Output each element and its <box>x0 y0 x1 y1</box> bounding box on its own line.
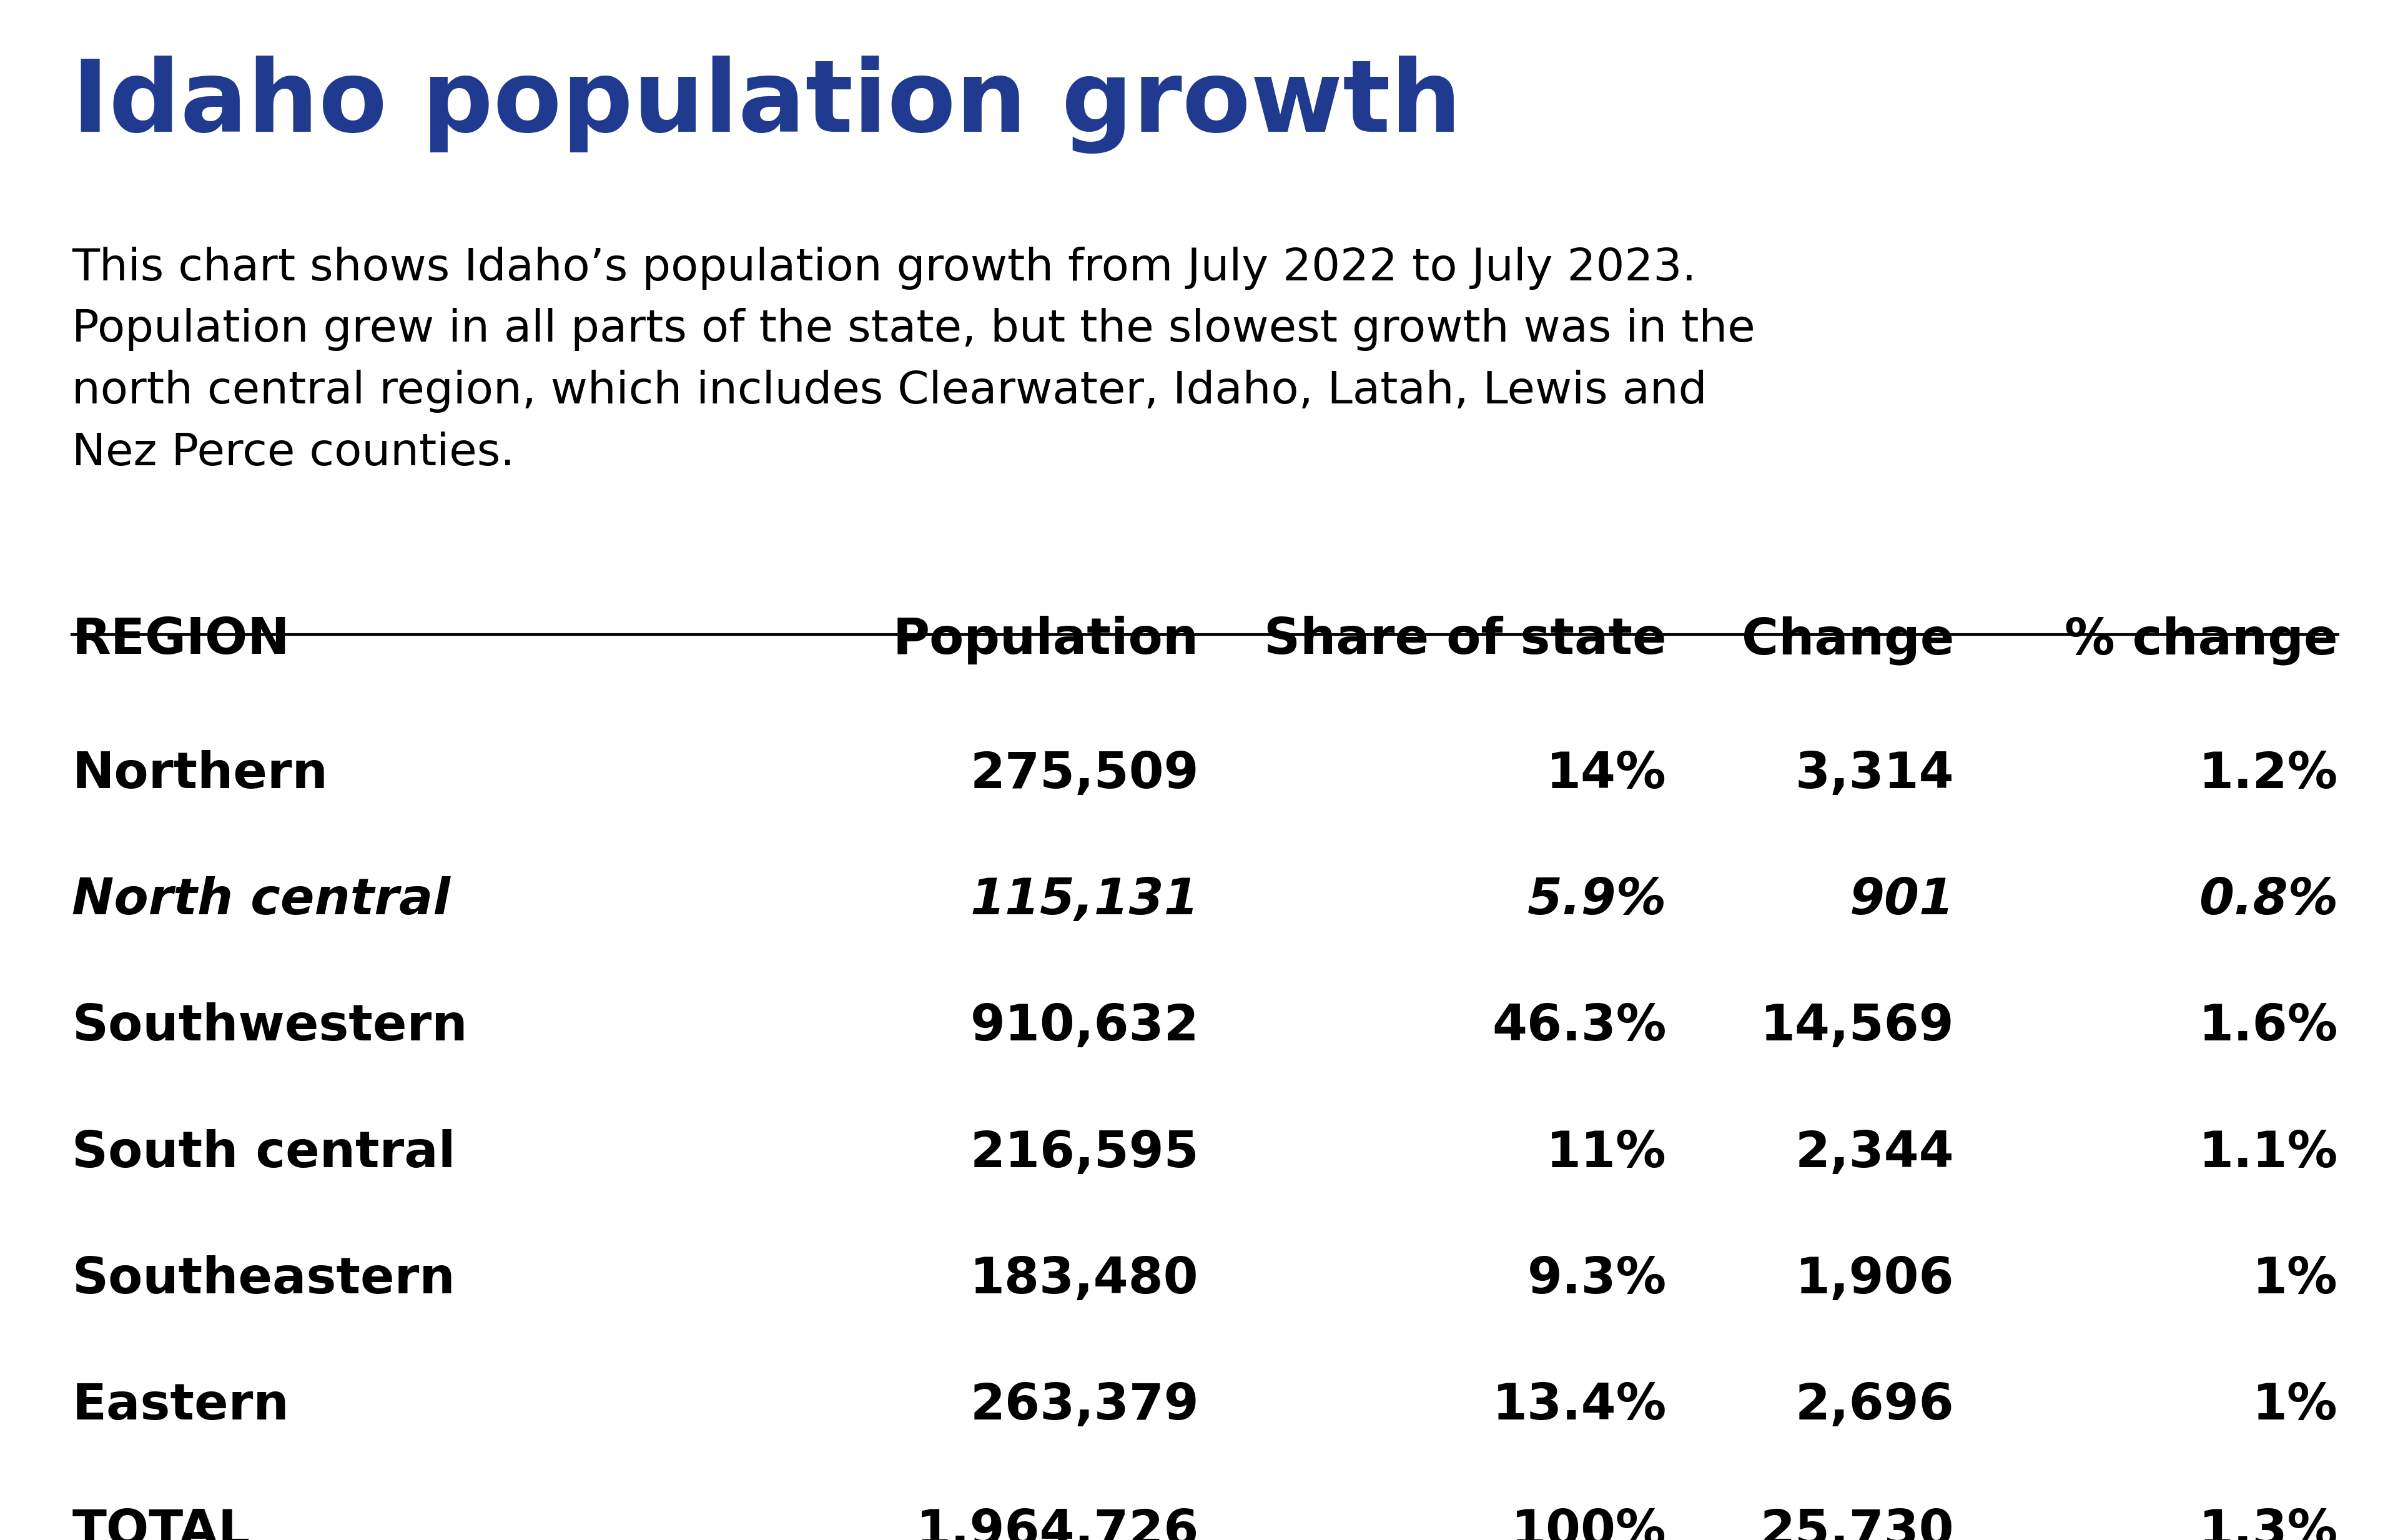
Text: 25,730: 25,730 <box>1760 1508 1954 1540</box>
Text: North central: North central <box>72 876 451 926</box>
Text: 1.1%: 1.1% <box>2199 1129 2338 1178</box>
Text: TOTAL: TOTAL <box>72 1508 249 1540</box>
Text: Idaho population growth: Idaho population growth <box>72 55 1463 154</box>
Text: 2,344: 2,344 <box>1796 1129 1954 1178</box>
Text: Share of state: Share of state <box>1264 616 1667 665</box>
Text: 1,906: 1,906 <box>1796 1255 1954 1304</box>
Text: 11%: 11% <box>1547 1129 1667 1178</box>
Text: Southeastern: Southeastern <box>72 1255 456 1304</box>
Text: 910,632: 910,632 <box>971 1003 1199 1052</box>
Text: This chart shows Idaho’s population growth from July 2022 to July 2023.
Populati: This chart shows Idaho’s population grow… <box>72 246 1755 474</box>
Text: 9.3%: 9.3% <box>1528 1255 1667 1304</box>
Text: 901: 901 <box>1849 876 1954 926</box>
Text: 275,509: 275,509 <box>971 750 1199 799</box>
Text: 1%: 1% <box>2252 1255 2338 1304</box>
Text: Northern: Northern <box>72 750 329 799</box>
Text: South central: South central <box>72 1129 456 1178</box>
Text: 263,379: 263,379 <box>971 1381 1199 1431</box>
Text: 0.8%: 0.8% <box>2199 876 2338 926</box>
Text: 1.6%: 1.6% <box>2199 1003 2338 1052</box>
Text: 115,131: 115,131 <box>971 876 1199 926</box>
Text: 1.2%: 1.2% <box>2199 750 2338 799</box>
Text: 183,480: 183,480 <box>971 1255 1199 1304</box>
Text: 46.3%: 46.3% <box>1492 1003 1667 1052</box>
Text: 2,696: 2,696 <box>1796 1381 1954 1431</box>
Text: REGION: REGION <box>72 616 290 665</box>
Text: Eastern: Eastern <box>72 1381 290 1431</box>
Text: 1.3%: 1.3% <box>2199 1508 2338 1540</box>
Text: 100%: 100% <box>1511 1508 1667 1540</box>
Text: Change: Change <box>1741 616 1954 665</box>
Text: 13.4%: 13.4% <box>1492 1381 1667 1431</box>
Text: 14,569: 14,569 <box>1760 1003 1954 1052</box>
Text: 5.9%: 5.9% <box>1528 876 1667 926</box>
Text: 14%: 14% <box>1547 750 1667 799</box>
Text: Population: Population <box>892 616 1199 665</box>
Text: 216,595: 216,595 <box>971 1129 1199 1178</box>
Text: 1,964,726: 1,964,726 <box>916 1508 1199 1540</box>
Text: Southwestern: Southwestern <box>72 1003 468 1052</box>
Text: % change: % change <box>2065 616 2338 665</box>
Text: 3,314: 3,314 <box>1796 750 1954 799</box>
Text: 1%: 1% <box>2252 1381 2338 1431</box>
